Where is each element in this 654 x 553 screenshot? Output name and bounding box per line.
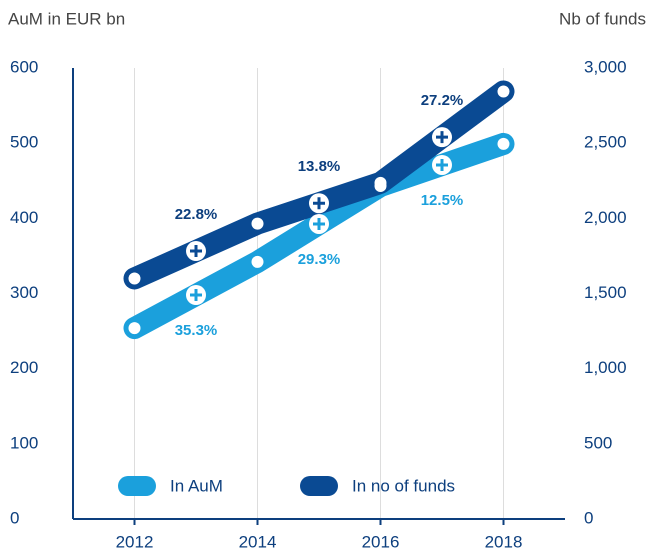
x-tick-label: 2014 [239, 532, 277, 551]
annotation-label: 35.3% [175, 322, 218, 339]
annotation-label: 12.5% [421, 192, 464, 209]
point [497, 137, 510, 150]
x-tick-label: 2018 [485, 532, 523, 551]
y-tick-label: 0 [10, 508, 19, 527]
y-tick-label: 400 [10, 208, 38, 227]
y2-tick-label: 1,000 [584, 358, 627, 377]
annotation-label: 27.2% [421, 92, 464, 109]
y-tick-label: 200 [10, 358, 38, 377]
annotation-label: 29.3% [298, 251, 341, 268]
point [374, 176, 387, 189]
y2-tick-label: 0 [584, 508, 593, 527]
y2-axis-title: Nb of funds [559, 9, 646, 28]
annotation-label: 13.8% [298, 158, 341, 175]
y2-tick-label: 2,500 [584, 133, 627, 152]
y2-tick-label: 500 [584, 433, 612, 452]
y-axis-title: AuM in EUR bn [8, 9, 125, 28]
annotation-plus [313, 217, 325, 230]
annotation-plus [190, 245, 202, 258]
point [251, 255, 264, 268]
y2-tick-label: 3,000 [584, 57, 627, 76]
annotation-plus [436, 158, 448, 171]
legend-label: In AuM [170, 476, 223, 495]
annotation-plus [190, 289, 202, 302]
y2-tick-label: 2,000 [584, 208, 627, 227]
annotation-plus [313, 197, 325, 210]
x-tick-label: 2016 [362, 532, 400, 551]
point [497, 85, 510, 98]
legend-label: In no of funds [352, 476, 455, 495]
y-tick-label: 100 [10, 433, 38, 452]
x-tick-label: 2012 [116, 532, 154, 551]
point [128, 322, 141, 335]
y-tick-label: 300 [10, 283, 38, 302]
point [128, 272, 141, 285]
y-tick-label: 600 [10, 57, 38, 76]
annotation-label: 22.8% [175, 206, 218, 223]
y2-tick-label: 1,500 [584, 283, 627, 302]
annotation-plus [436, 131, 448, 144]
point [251, 217, 264, 230]
y-tick-label: 500 [10, 133, 38, 152]
